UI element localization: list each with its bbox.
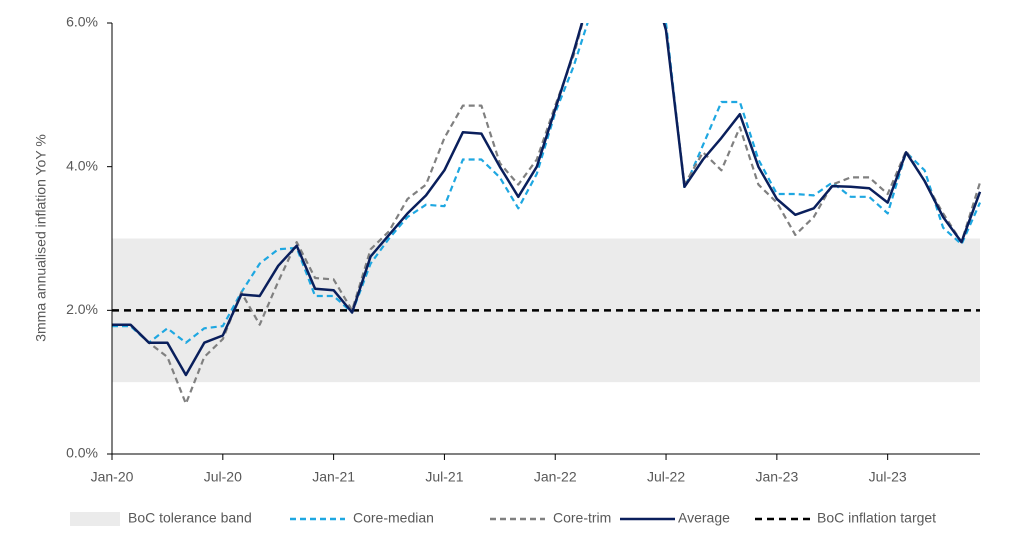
x-tick-label: Jan-22: [534, 469, 577, 485]
plot-area: [112, 23, 982, 405]
x-tick-label: Jul-20: [204, 469, 242, 485]
x-tick-label: Jan-23: [755, 469, 798, 485]
y-tick-label: 6.0%: [66, 14, 98, 30]
series-line: [112, 23, 982, 344]
series-line: [112, 23, 982, 377]
y-axis-label: 3mma annualised inflation YoY %: [33, 134, 49, 342]
y-tick-label: 4.0%: [66, 157, 98, 173]
legend-label: Core-median: [353, 510, 434, 526]
x-tick-label: Jul-22: [647, 469, 685, 485]
x-tick-label: Jan-20: [91, 469, 134, 485]
y-tick-label: 0.0%: [66, 445, 98, 461]
x-tick-label: Jul-23: [869, 469, 907, 485]
series-line: [112, 23, 982, 405]
legend-label: BoC tolerance band: [128, 510, 252, 526]
y-tick-label: 2.0%: [66, 301, 98, 317]
x-tick-label: Jul-21: [425, 469, 463, 485]
legend-label: Average: [678, 510, 730, 526]
legend-swatch: [70, 512, 120, 526]
legend-label: BoC inflation target: [817, 510, 936, 526]
x-tick-label: Jan-21: [312, 469, 355, 485]
legend-label: Core-trim: [553, 510, 611, 526]
